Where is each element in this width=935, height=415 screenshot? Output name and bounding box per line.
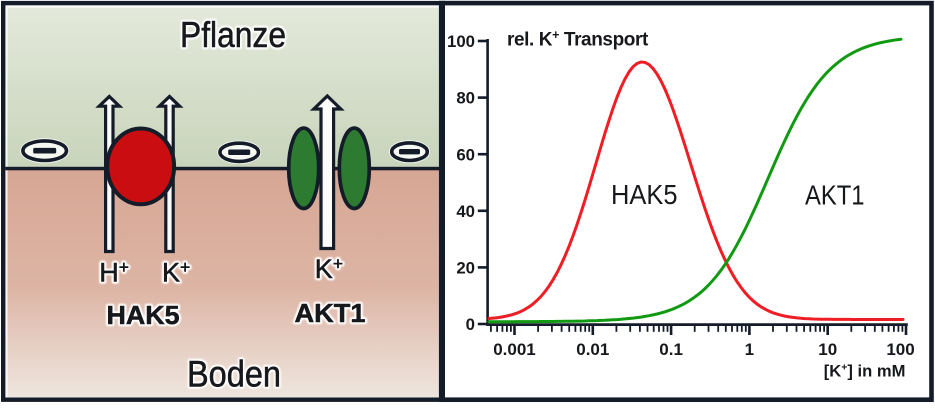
svg-text:AKT1: AKT1 bbox=[805, 179, 865, 210]
svg-text:HAK5: HAK5 bbox=[611, 179, 678, 210]
svg-text:0.1: 0.1 bbox=[659, 340, 683, 359]
svg-text:AKT1: AKT1 bbox=[295, 298, 366, 328]
svg-text:0: 0 bbox=[466, 315, 475, 334]
svg-text:K+: K+ bbox=[162, 257, 190, 288]
svg-text:K+: K+ bbox=[162, 257, 190, 288]
svg-text:rel. K+ Transport: rel. K+ Transport bbox=[507, 28, 649, 51]
svg-text:100: 100 bbox=[886, 340, 914, 359]
svg-text:Boden: Boden bbox=[187, 353, 281, 394]
svg-text:HAK5: HAK5 bbox=[107, 300, 180, 330]
svg-text:20: 20 bbox=[456, 259, 475, 278]
svg-text:Pflanze: Pflanze bbox=[180, 14, 286, 55]
svg-text:10: 10 bbox=[818, 340, 837, 359]
svg-text:K+: K+ bbox=[315, 253, 343, 284]
svg-text:60: 60 bbox=[456, 145, 475, 164]
svg-text:100: 100 bbox=[447, 32, 475, 51]
svg-text:Boden: Boden bbox=[187, 353, 281, 394]
svg-text:[K+] in mM: [K+] in mM bbox=[824, 361, 906, 380]
svg-text:Pflanze: Pflanze bbox=[180, 14, 286, 55]
svg-text:0.01: 0.01 bbox=[576, 340, 609, 359]
svg-text:HAK5: HAK5 bbox=[107, 300, 180, 330]
svg-text:0.001: 0.001 bbox=[493, 340, 536, 359]
svg-text:AKT1: AKT1 bbox=[295, 298, 366, 328]
svg-text:H+: H+ bbox=[99, 257, 129, 288]
svg-text:K+: K+ bbox=[315, 253, 343, 284]
svg-text:1: 1 bbox=[745, 340, 754, 359]
svg-text:80: 80 bbox=[456, 89, 475, 108]
svg-text:40: 40 bbox=[456, 202, 475, 221]
